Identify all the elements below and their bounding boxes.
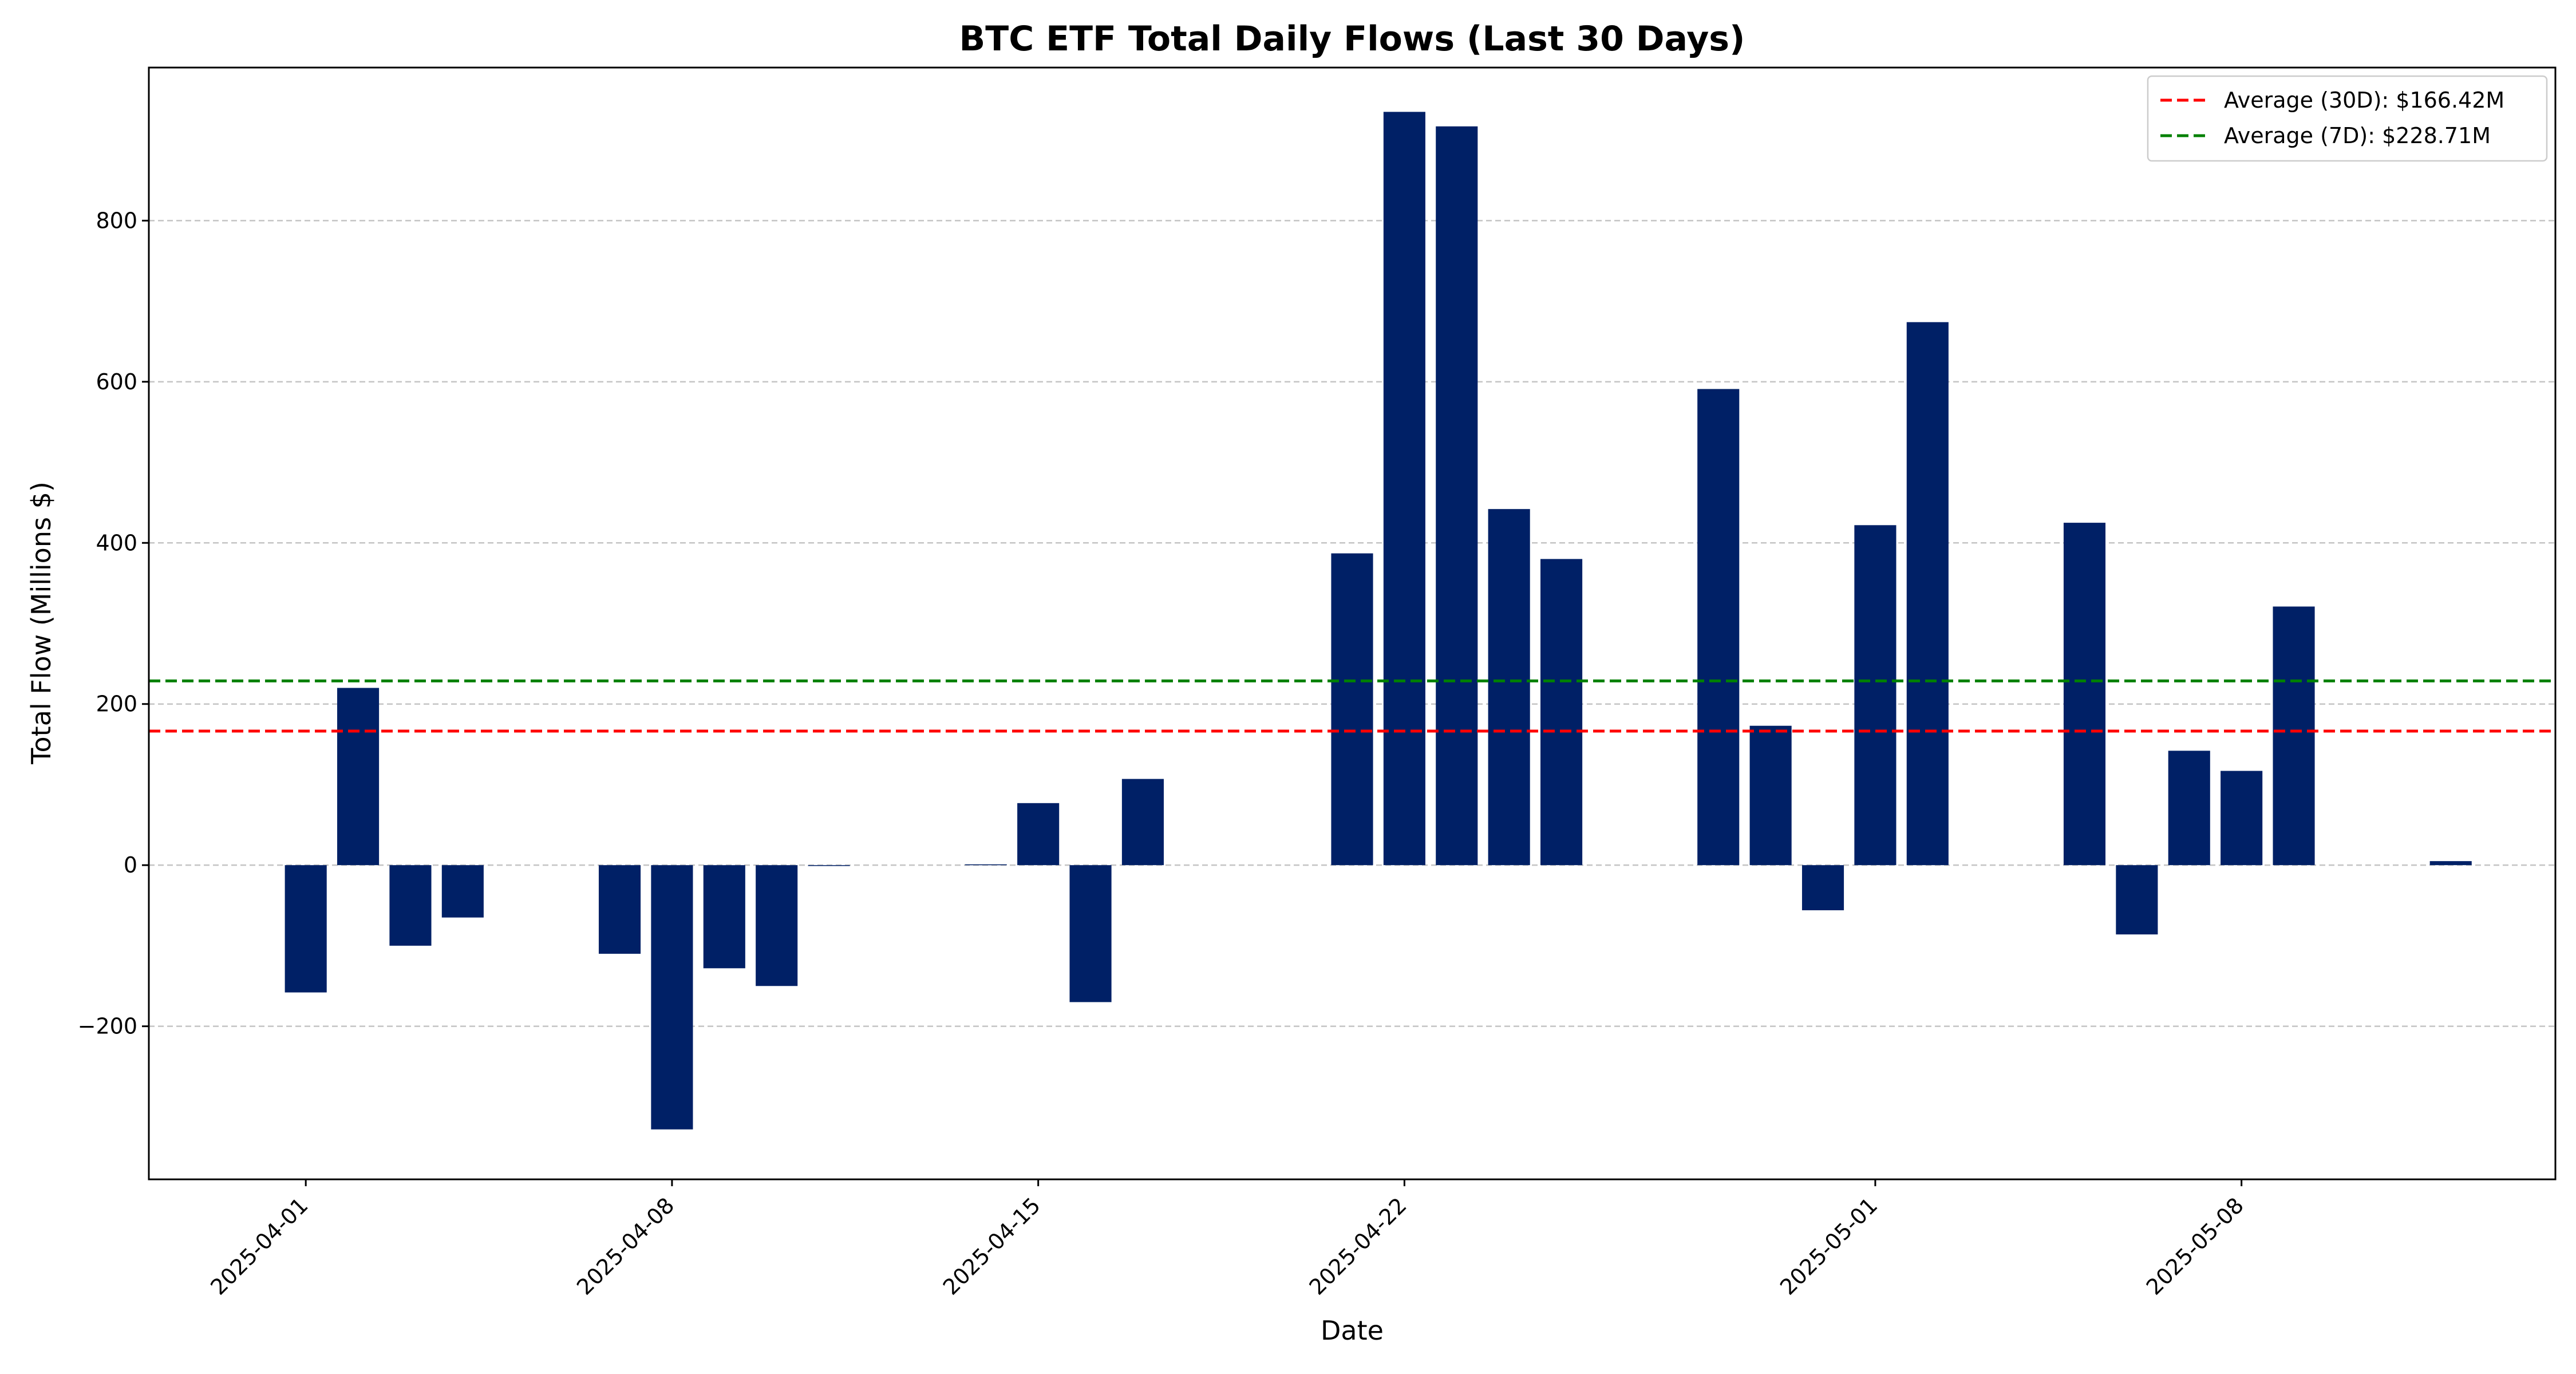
y-tick-label: 400 [96,530,137,555]
legend: Average (30D): $166.42M Average (7D): $22… [2147,75,2548,162]
bar [2429,861,2472,866]
bar [2273,606,2315,866]
bar [285,865,327,993]
bar [441,865,484,918]
bar [2116,865,2158,935]
bar [703,865,745,969]
y-axis: −200 0 200 400 600 800 [78,208,149,1039]
bar [1488,509,1530,866]
bar [808,865,850,866]
plot-frame [148,66,2557,1180]
legend-label: Average (30D): $166.42M [2224,88,2504,113]
bar [2168,751,2210,866]
bar [1906,322,1949,866]
bar [1749,725,1792,866]
y-tick-label: 200 [96,692,137,717]
legend-box [2147,75,2548,162]
bar [1854,525,1897,866]
bar [1331,553,1373,866]
bar [756,865,798,986]
bar [1697,389,1740,866]
chart-title: BTC ETF Total Daily Flows (Last 30 Days) [959,19,1745,59]
bar [389,865,432,946]
y-tick-label: 600 [96,369,137,394]
bar [1801,865,1844,910]
bar [1017,803,1060,866]
bar [1069,865,1112,1002]
legend-label: Average (7D): $228.71M [2224,123,2491,148]
bar [651,865,693,1130]
bars-layer [285,112,2472,1130]
bar [965,864,1007,866]
bar [2221,771,2263,866]
bar [1121,779,1164,866]
bar [1540,559,1583,866]
bar [598,865,641,954]
y-tick-label: 0 [124,852,137,878]
bar [1436,126,1478,866]
y-axis-label: Total Flow (Millions $) [26,481,57,765]
bar [2063,523,2106,866]
bar [337,688,380,866]
x-axis-label: Date [1321,1315,1384,1346]
y-tick-label: 800 [96,208,137,233]
y-tick-label: −200 [78,1014,137,1039]
bar [1383,112,1425,866]
reference-lines-layer [149,679,2555,733]
